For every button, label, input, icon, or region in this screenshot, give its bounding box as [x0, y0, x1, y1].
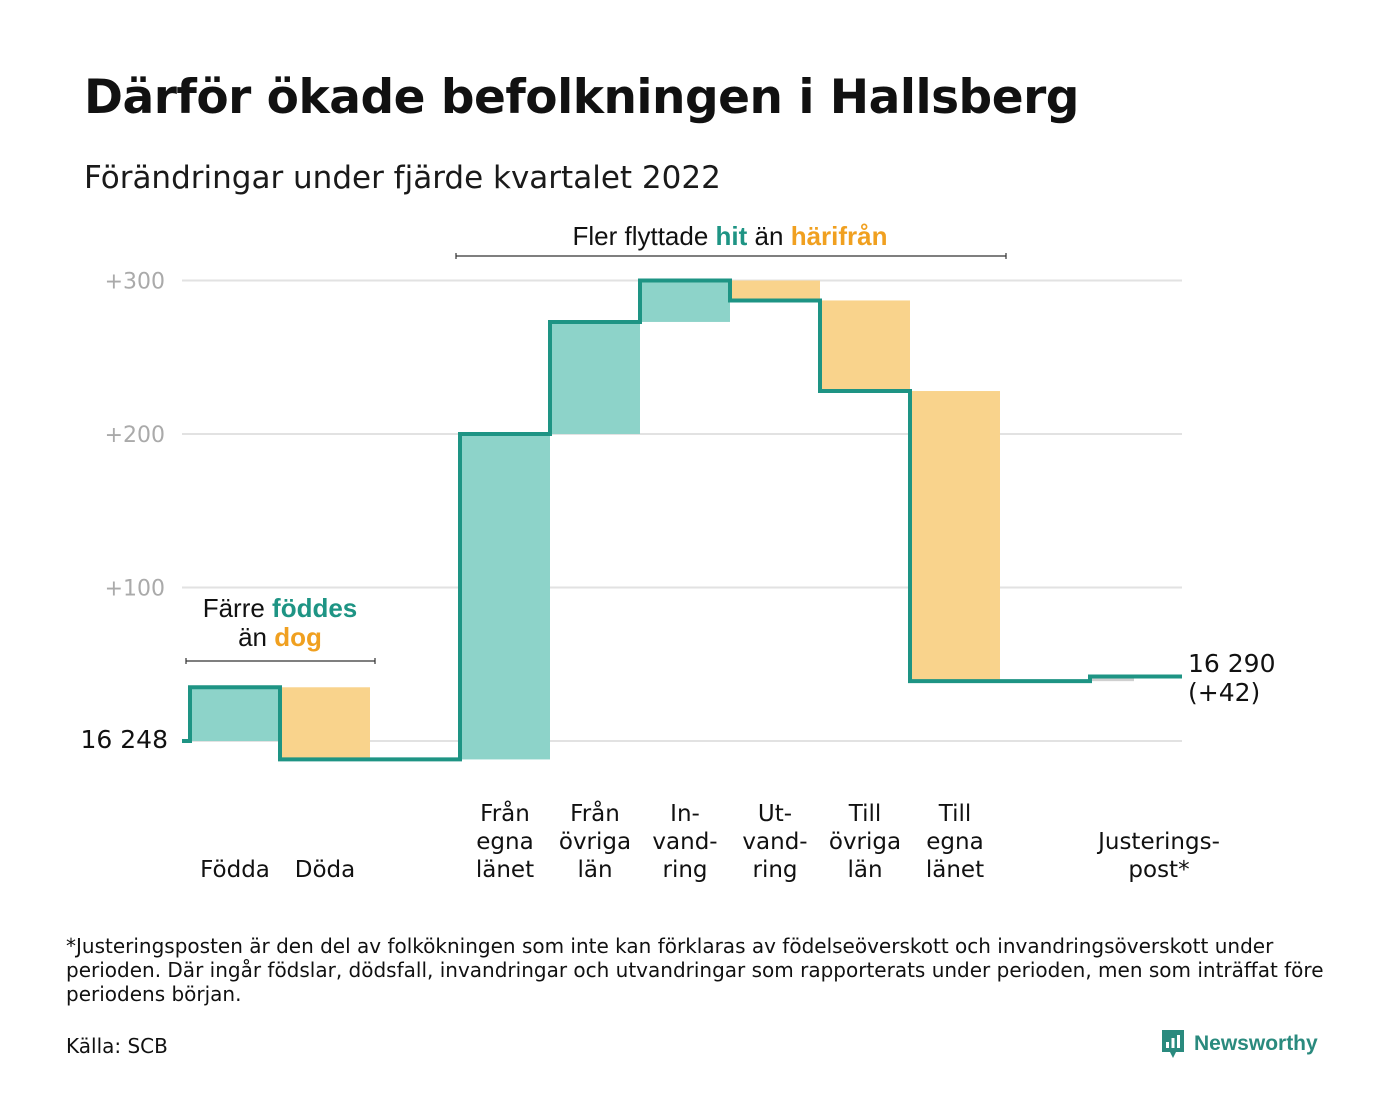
footnote: *Justeringsposten är den del av folkökni… — [66, 934, 1324, 1006]
gridlines: +100 +200 +300 — [105, 270, 1182, 742]
category-label: Justerings- — [1096, 829, 1220, 855]
bar-increase — [550, 321, 640, 434]
category-labels: Födda DödaFrånegnalänetFrånövrigalänIn-va… — [200, 799, 1220, 883]
category-label: Från — [480, 799, 530, 827]
chart-subtitle: Förändringar under fjärde kvartalet 2022 — [84, 160, 721, 196]
bar-adjust — [1092, 676, 1134, 682]
bar-increase — [190, 687, 280, 741]
source: Källa: SCB — [66, 1034, 168, 1058]
end-change-label: (+42) — [1188, 678, 1260, 707]
category-label: Födda — [200, 857, 270, 883]
newsworthy-logo-icon — [1162, 1030, 1184, 1058]
category-label: Ut- — [758, 801, 792, 827]
bar-decrease — [730, 280, 820, 301]
births-deaths-annotation-line2: än dog — [238, 622, 322, 652]
migration-annotation: Fler flyttade hit än härifrån — [572, 221, 887, 251]
category-label: In- — [670, 801, 700, 827]
category-label: ring — [662, 857, 707, 883]
category-label: vand- — [652, 829, 717, 855]
bar-decrease — [910, 391, 1000, 682]
y-tick-label: +300 — [105, 270, 165, 295]
bar-increase — [640, 280, 730, 322]
category-label: Till — [848, 801, 882, 827]
category-label: övriga — [829, 829, 901, 855]
bar-increase — [460, 434, 550, 760]
category-label: egna — [476, 829, 533, 855]
brand[interactable]: Newsworthy — [1160, 1028, 1318, 1060]
chart-title: Därför ökade befolkningen i Hallsberg — [84, 70, 1079, 125]
migration-bracket — [455, 253, 1007, 259]
y-tick-label: +200 — [105, 423, 165, 448]
brand-name: Newsworthy — [1194, 1032, 1318, 1055]
births-deaths-annotation-line1: Färre föddes — [203, 593, 358, 623]
category-label: länet — [476, 857, 534, 883]
births-deaths-bracket — [185, 658, 376, 664]
cumulative-step-line — [182, 278, 1182, 762]
waterfall-chart: +100+200+300 Födda DödaFrånegnalänetFrånö… — [81, 221, 1276, 883]
bar-decrease — [820, 300, 910, 392]
end-value-label: 16 290 — [1188, 649, 1275, 678]
y-tick-label: +100 — [105, 577, 165, 602]
category-label: Till — [938, 801, 972, 827]
category-label: ring — [752, 857, 797, 883]
change-bars — [190, 280, 1134, 760]
category-label: vand- — [742, 829, 807, 855]
category-label: post* — [1128, 857, 1189, 883]
category-label: Döda — [295, 857, 355, 883]
category-label: län — [577, 857, 612, 883]
category-label: övriga — [559, 829, 631, 855]
start-value-label: 16 248 — [81, 725, 168, 754]
bar-decrease — [280, 687, 370, 760]
category-label: egna — [926, 829, 983, 855]
category-label: länet — [926, 857, 984, 883]
category-label: Från — [570, 799, 620, 827]
category-label: län — [847, 857, 882, 883]
